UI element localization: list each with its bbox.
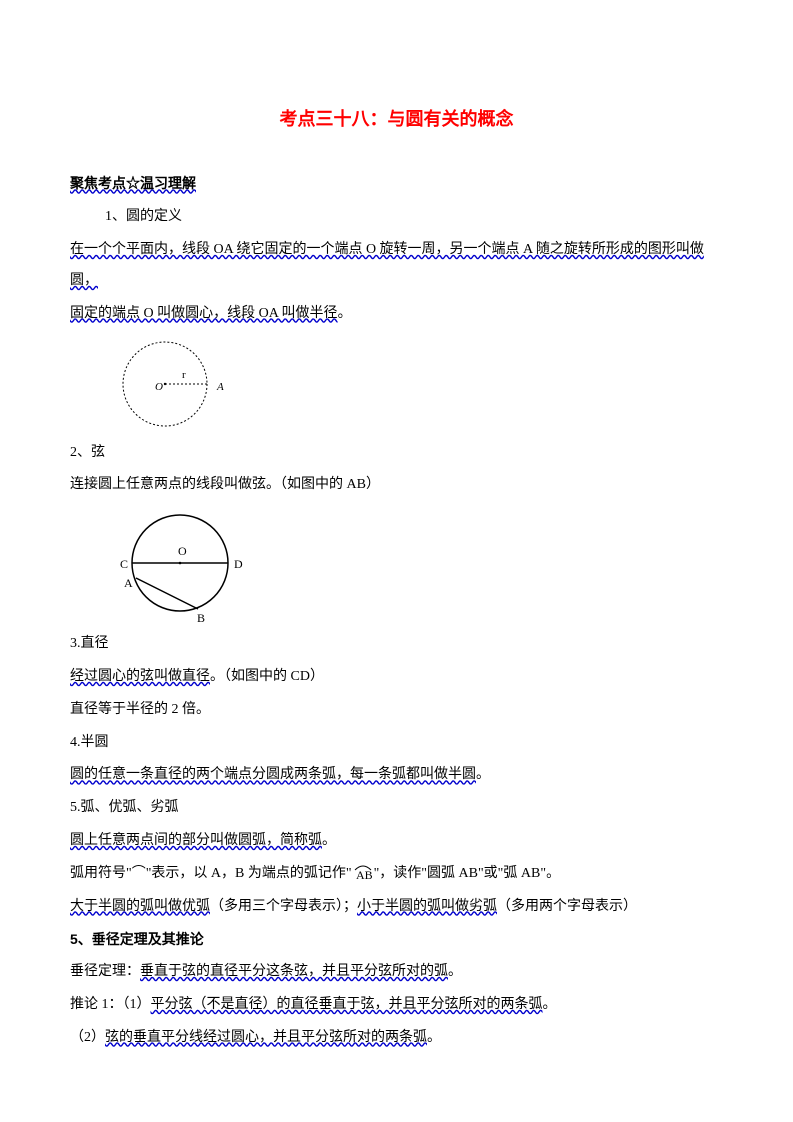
item6-line1: 垂径定理：垂直于弦的直径平分这条弦，并且平分弦所对的弧。 <box>70 957 723 988</box>
svg-text:AB: AB <box>356 868 373 881</box>
fig1-label-r: r <box>182 369 186 381</box>
item1-text1: 在一个个平面内，线段 OA 绕它固定的一个端点 O 旋转一周，另一个端点 A 随… <box>70 235 723 297</box>
item4-tail: 。 <box>476 767 490 782</box>
item1-text2-wavy: 固定的端点 O 叫做圆心，线段 OA 叫做半径 <box>70 306 338 321</box>
item6-line3-wavy: 弦的垂直平分线经过圆心，并且平分弦所对的两条弧 <box>105 1030 427 1045</box>
item5-line3-mid: （多用三个字母表示）； <box>210 899 357 914</box>
figure-1: O r A <box>100 334 723 434</box>
item3-tail: 。（如图中的 CD） <box>210 669 324 684</box>
fig2-label-d: D <box>234 557 243 571</box>
item4-heading: 4.半圆 <box>70 728 723 759</box>
arc-ab-icon: AB <box>352 863 374 881</box>
page: 考点三十八：与圆有关的概念 聚焦考点☆温习理解 1、圆的定义 在一个个平面内，线… <box>0 0 793 1122</box>
fig2-label-a: A <box>124 576 133 590</box>
item5-line3-w2: 小于半圆的弧叫做劣弧 <box>357 899 497 914</box>
item1-text1-wavy: 在一个个平面内，线段 OA 绕它固定的一个端点 O 旋转一周，另一个端点 A 随… <box>70 242 704 288</box>
item1-heading: 1、圆的定义 <box>70 202 723 233</box>
item5-line1-tail: 。 <box>322 833 336 848</box>
item5-line1-wavy: 圆上任意两点间的部分叫做圆弧，简称弧 <box>70 833 322 848</box>
item2-text: 连接圆上任意两点的线段叫做弦。（如图中的 AB） <box>70 470 723 501</box>
fig1-label-a: A <box>216 381 224 393</box>
item3-heading: 3.直径 <box>70 629 723 660</box>
fig1-label-o: O <box>155 381 163 393</box>
item6-line3-pre: （2） <box>70 1030 105 1045</box>
item5-line2: 弧用符号"⌒"表示，以 A，B 为端点的弧记作" AB"，读作"圆弧 AB"或"弧… <box>70 859 723 890</box>
section-head-text: 聚焦考点☆温习理解 <box>70 175 196 191</box>
item5-heading: 5.弧、优弧、劣弧 <box>70 793 723 824</box>
figure-2-svg: O C D A B <box>100 505 270 625</box>
item6-line1-tail: 。 <box>448 964 462 979</box>
page-title: 考点三十八：与圆有关的概念 <box>70 100 723 140</box>
item6-line2-wavy: 平分弦（不是直径）的直径垂直于弦，并且平分弦所对的两条弧 <box>151 997 543 1012</box>
item5-line1: 圆上任意两点间的部分叫做圆弧，简称弧。 <box>70 826 723 857</box>
item6-heading: 5、垂径定理及其推论 <box>70 924 723 955</box>
item5-line3-w1: 大于半圆的弧叫做优弧 <box>70 899 210 914</box>
figure-2: O C D A B <box>100 505 723 625</box>
item5-line2-a: 弧用符号"⌒"表示，以 A，B 为端点的弧记作" <box>70 866 352 881</box>
item6-line3-tail: 。 <box>427 1030 441 1045</box>
fig2-chord <box>136 578 198 609</box>
item5-line3: 大于半圆的弧叫做优弧（多用三个字母表示）；小于半圆的弧叫做劣弧（多用两个字母表示… <box>70 892 723 923</box>
fig2-label-b: B <box>197 611 205 625</box>
item5-line2-b: "，读作"圆弧 AB"或"弧 AB"。 <box>374 866 560 881</box>
item6-line1-wavy: 垂直于弦的直径平分这条弦，并且平分弦所对的弧 <box>140 964 448 979</box>
fig2-label-o: O <box>178 544 187 558</box>
fig1-center-dot <box>164 382 166 384</box>
item3-line1: 经过圆心的弦叫做直径。（如图中的 CD） <box>70 662 723 693</box>
item2-heading: 2、弦 <box>70 438 723 469</box>
item3-wavy: 经过圆心的弦叫做直径 <box>70 669 210 684</box>
item6-line2-pre: 推论 1：（1） <box>70 997 151 1012</box>
item6-line2: 推论 1：（1）平分弦（不是直径）的直径垂直于弦，并且平分弦所对的两条弧。 <box>70 990 723 1021</box>
item4-wavy: 圆的任意一条直径的两个端点分圆成两条弧，每一条弧都叫做半圆 <box>70 767 476 782</box>
item4-line: 圆的任意一条直径的两个端点分圆成两条弧，每一条弧都叫做半圆。 <box>70 760 723 791</box>
fig2-label-c: C <box>120 557 128 571</box>
item6-line2-tail: 。 <box>543 997 557 1012</box>
item6-line3: （2）弦的垂直平分线经过圆心，并且平分弦所对的两条弧。 <box>70 1023 723 1054</box>
item6-line1-pre: 垂径定理： <box>70 964 140 979</box>
item3-line2: 直径等于半径的 2 倍。 <box>70 695 723 726</box>
item1-text2-tail: 。 <box>338 306 352 321</box>
section-heading: 聚焦考点☆温习理解 <box>70 168 723 201</box>
item1-text2: 固定的端点 O 叫做圆心，线段 OA 叫做半径。 <box>70 299 723 330</box>
fig2-center-dot <box>179 562 182 565</box>
figure-1-svg: O r A <box>100 334 250 434</box>
item5-line3-tail: （多用两个字母表示） <box>497 899 637 914</box>
